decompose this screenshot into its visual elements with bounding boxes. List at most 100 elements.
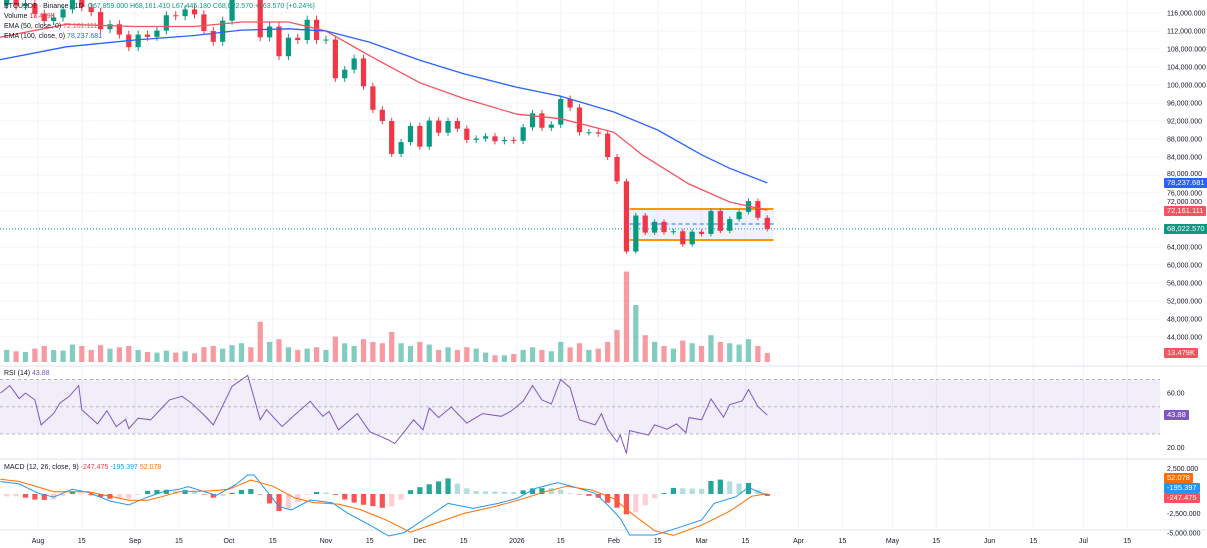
volume-bar (13, 351, 19, 362)
macd-histogram-bar (313, 491, 320, 494)
rsi-line (0, 374, 768, 454)
volume-bar (698, 345, 705, 362)
volume-bar (69, 344, 76, 362)
ema100-legend[interactable]: EMA (100, close, 0) 78,237.681 (4, 32, 102, 42)
volume-bar (689, 343, 695, 362)
candle-body (708, 211, 714, 234)
price-axis-label: 56,000.000 (1167, 281, 1202, 288)
volume-bar (229, 345, 235, 362)
price-axis-label: 76,000.000 (1167, 191, 1202, 198)
candle-body (614, 157, 620, 182)
candle-body (529, 113, 536, 128)
time-axis-label: Feb (608, 538, 620, 545)
volume-bar (41, 345, 47, 362)
macd-histogram-bar (727, 481, 733, 494)
price-axis-label: 116,000.000 (1167, 11, 1206, 18)
volume-bar (360, 339, 367, 362)
macd-histogram-bar (32, 494, 38, 500)
candle-body (605, 133, 611, 157)
time-axis-label: 15 (1029, 538, 1037, 545)
price-axis-label: 80,000.000 (1167, 171, 1202, 178)
candle-body (576, 107, 583, 133)
volume-bar (548, 351, 554, 362)
candle-body (267, 26, 273, 38)
macd-legend[interactable]: MACD (12, 26, close, 9) -247.475 -195.39… (4, 464, 161, 471)
rsi-tag: 43.88 (1164, 410, 1189, 420)
volume-bar (623, 271, 630, 362)
candle-body (567, 98, 573, 108)
candle-body (445, 121, 451, 133)
macd-histogram-bar (529, 488, 536, 494)
volume-bar (661, 345, 667, 362)
time-axis-label: May (886, 538, 900, 545)
price-axis-label: 112,000.000 (1167, 29, 1206, 36)
time-axis-label: 15 (269, 538, 277, 545)
volume-bar (126, 345, 132, 362)
ema-lines (0, 21, 768, 211)
candle-body (295, 37, 301, 40)
candle-body (595, 132, 601, 134)
macd-histogram-bar (482, 491, 489, 494)
volume-bar (379, 343, 385, 362)
macd-histogram-bar (88, 494, 94, 496)
price-axis-label: 96,000.000 (1167, 101, 1202, 108)
candle-body (755, 201, 761, 218)
macd-histogram-bar (689, 488, 695, 494)
rsi-label: RSI (14) (4, 370, 31, 377)
candle-body (210, 31, 216, 42)
time-axis-label: Aug (32, 538, 45, 545)
volume-bar (323, 349, 329, 362)
candle-body (41, 13, 47, 22)
volume-bar (182, 351, 188, 362)
price-axis-label: 72,000.000 (1167, 199, 1202, 206)
symbol-name[interactable]: BTCUSDT · Binance · 1D (4, 3, 84, 10)
volume-legend[interactable]: Volume 13.479K (4, 12, 55, 22)
price-axis-label: 104,000.000 (1167, 65, 1206, 72)
volume-bar (60, 350, 66, 362)
candle-body (79, 0, 85, 8)
candle-body (642, 215, 648, 233)
volume-bar (605, 341, 611, 362)
volume-bar (529, 347, 536, 362)
volume-bar (426, 344, 432, 362)
macd-histogram-bar (717, 479, 723, 494)
candle-body (342, 69, 348, 79)
range-box[interactable] (0, 207, 1160, 242)
candle-body (698, 231, 705, 234)
macd-histogram-bar (670, 487, 676, 494)
volume-bar (717, 341, 723, 362)
candle-body (586, 132, 592, 134)
ema50-legend[interactable]: EMA (50, close, 0) 72,161.111 (4, 22, 97, 32)
rsi-legend[interactable]: RSI (14) 43.88 (4, 370, 50, 377)
macd-histogram-bar (163, 489, 169, 494)
volume-bar (755, 345, 761, 362)
macd-histogram-bar (201, 494, 207, 495)
macd-axis-label: -5,000.000 (1167, 531, 1201, 538)
macd-signal-line (0, 478, 768, 536)
candle-body (60, 9, 66, 18)
candle-body (370, 86, 376, 110)
macd-histogram-bar (642, 494, 648, 506)
volume-bar (614, 329, 620, 362)
macd-histogram-bar (736, 483, 742, 494)
candle-body (285, 37, 291, 57)
ema50-value: 72,161.111 (63, 23, 98, 30)
volume-bar (276, 339, 282, 362)
volume-bar (652, 341, 658, 362)
ohlc-open: O67,859.000 (87, 3, 128, 10)
macd-pane (0, 474, 770, 537)
macd-axis-label: -2,500.000 (1167, 511, 1201, 518)
time-axis-label: Mar (696, 538, 709, 545)
volume-bar (501, 355, 507, 362)
time-axis-label: 15 (366, 538, 374, 545)
macd-histogram-bar (605, 494, 611, 503)
volume-bar (342, 343, 348, 362)
macd-histogram-bar (210, 494, 216, 498)
volume-bar (98, 345, 104, 362)
candle-body (379, 109, 385, 121)
price-axis-label: 48,000.000 (1167, 317, 1202, 324)
macd-histogram-bar (576, 494, 583, 495)
volume-bar (79, 345, 85, 362)
candle-body (257, 0, 263, 38)
